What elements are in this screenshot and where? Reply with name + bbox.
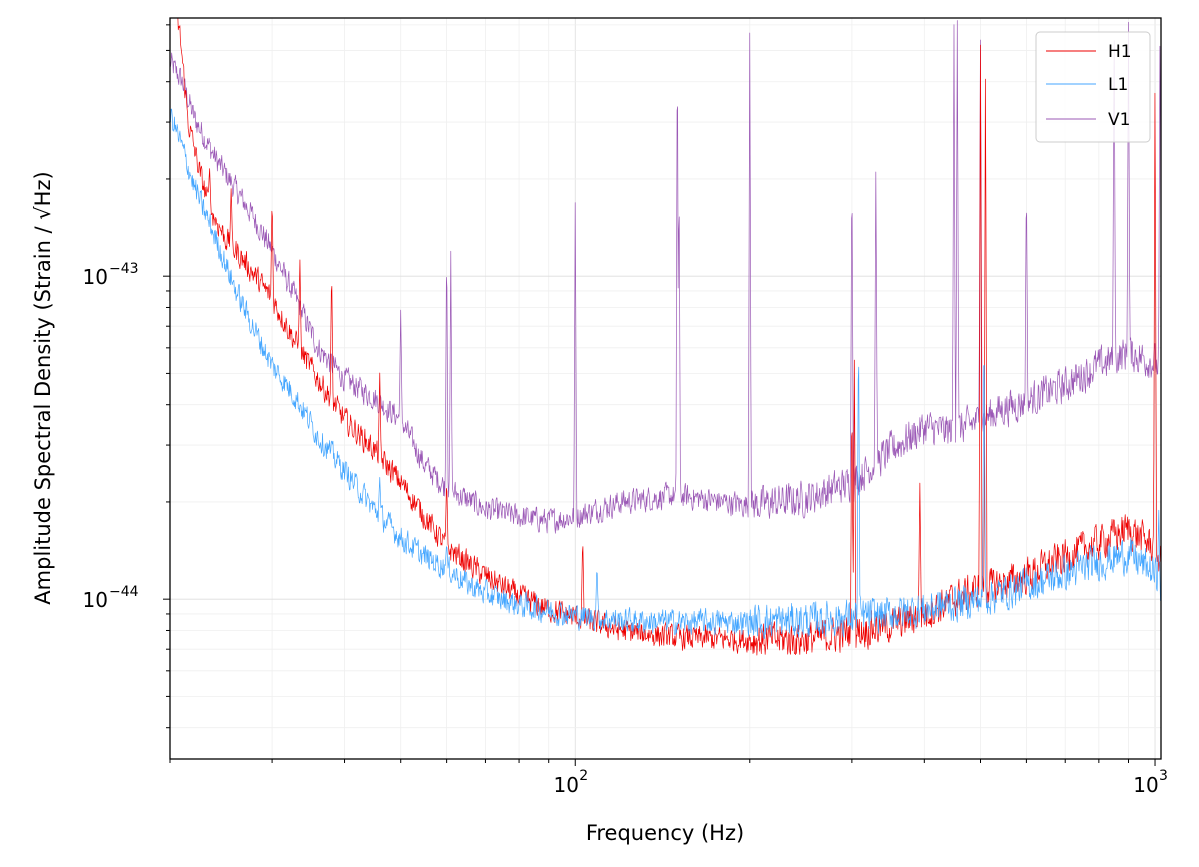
x-tick-label: 10: [1133, 773, 1158, 797]
y-axis-label: Amplitude Spectral Density (Strain / √Hz…: [31, 171, 55, 604]
x-tick-exponent: 2: [579, 768, 588, 784]
series-line-l1: [170, 108, 1161, 639]
legend-box: [1035, 31, 1151, 143]
y-tick-label: 10: [83, 588, 108, 612]
series-line-v1: [170, 20, 1161, 534]
y-tick-exponent: −44: [109, 584, 139, 600]
legend-label-l1: L1: [1108, 75, 1128, 95]
series-line-h1: [177, 18, 1161, 656]
x-axis-label: Frequency (Hz): [586, 821, 744, 845]
series-group: [170, 18, 1161, 656]
grid-lines: [169, 18, 1161, 759]
x-tick-label: 10: [554, 773, 579, 797]
plot-frame: [169, 17, 1162, 760]
legend-label-h1: H1: [1108, 42, 1132, 62]
x-tick-exponent: 3: [1159, 768, 1168, 784]
y-tick-exponent: −43: [109, 261, 139, 277]
legend: H1 L1 V1: [1035, 31, 1151, 143]
y-tick-label: 10: [83, 265, 108, 289]
legend-label-v1: V1: [1108, 110, 1130, 130]
